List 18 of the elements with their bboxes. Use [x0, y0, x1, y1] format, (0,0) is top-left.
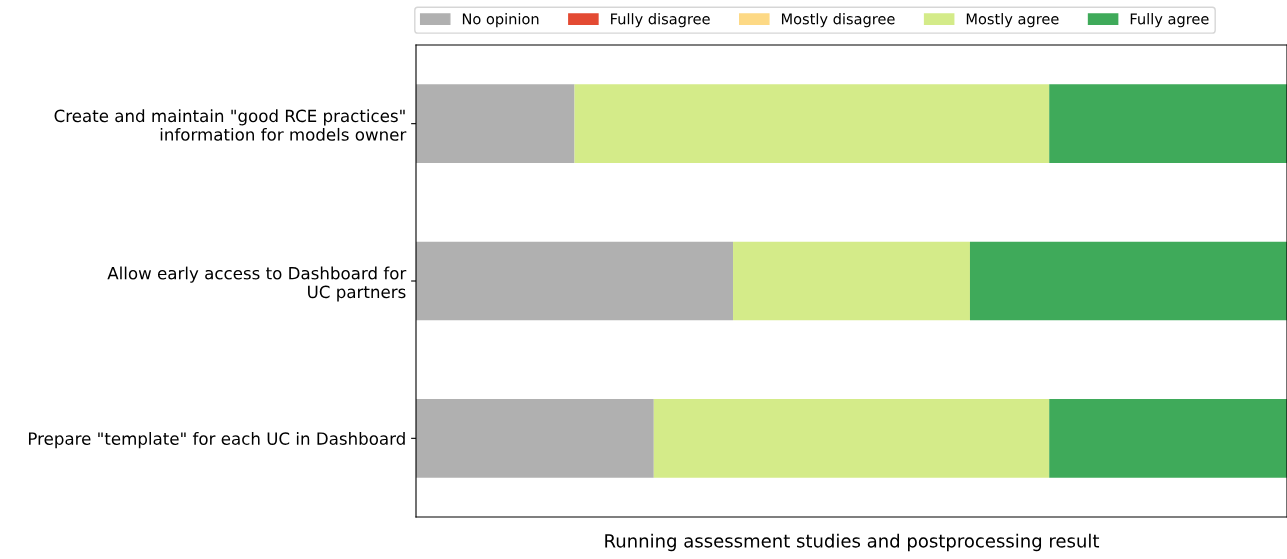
- x-axis-title: Running assessment studies and postprocessing result: [605, 533, 1100, 552]
- bar: [416, 399, 654, 478]
- bar: [416, 84, 575, 163]
- bar: [969, 241, 1287, 321]
- bar: [1049, 399, 1287, 478]
- bar: [574, 84, 1050, 163]
- y-tick-label: Prepare "template" for each UC in Dashboard: [28, 432, 405, 449]
- legend-label: No opinion: [462, 13, 539, 28]
- bar: [1049, 84, 1287, 163]
- y-tick-label: Allow early access to Dashboard for UC partners: [107, 266, 407, 302]
- legend-label: Mostly agree: [966, 13, 1059, 28]
- bar: [653, 399, 1050, 478]
- legend-label: Fully agree: [1130, 13, 1209, 28]
- bar: [416, 241, 734, 321]
- y-tick-label: Create and maintain "good RCE practices" information for models owner: [54, 109, 407, 141]
- bar: [733, 241, 970, 321]
- legend-label: Mostly disagree: [781, 13, 895, 28]
- legend-label: Fully disagree: [611, 13, 710, 28]
